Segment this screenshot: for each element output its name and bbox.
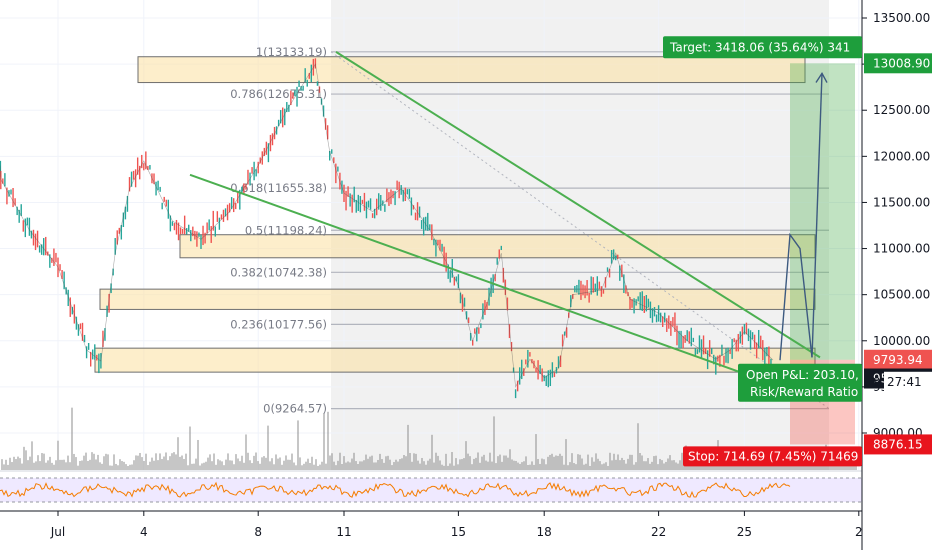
fib-level-label: 0(9264.57) xyxy=(263,402,327,416)
fib-level-label: 0.382(10742.38) xyxy=(230,265,327,279)
price-axis[interactable]: 13500.0013000.0012500.0012000.0011500.00… xyxy=(861,0,930,550)
price-tick-label: 11000.00 xyxy=(873,242,930,256)
countdown-label: 27:41 xyxy=(887,375,922,389)
support-resistance-zones[interactable] xyxy=(94,56,816,373)
rsi-line xyxy=(0,481,791,499)
projection-path[interactable] xyxy=(779,232,813,361)
price-badge-bg xyxy=(864,53,932,74)
price-badge-bg xyxy=(864,349,932,370)
target-label: Target: 3418.06 (35.64%) 341 xyxy=(669,40,850,54)
time-tick-label: 18 xyxy=(537,525,552,539)
time-tick-label: 8 xyxy=(254,525,262,539)
sr-zone[interactable] xyxy=(99,288,816,310)
stop-label-bg xyxy=(683,446,862,467)
price-tick-label: 13500.00 xyxy=(873,11,930,25)
fib-level-label: 1(13133.19) xyxy=(256,45,327,59)
sr-zone[interactable] xyxy=(179,234,816,259)
fib-level-label: 0.618(11655.38) xyxy=(230,181,327,195)
sr-zone[interactable] xyxy=(137,56,806,84)
time-tick-label: 25 xyxy=(737,525,752,539)
lower-trendline[interactable] xyxy=(189,173,746,375)
countdown-bg xyxy=(884,371,932,392)
fib-level-label: 0.786(12675.31) xyxy=(230,87,327,101)
target-label-bg xyxy=(663,36,862,59)
time-tick-label: 2 xyxy=(855,525,863,539)
pnl-label: Open P&L: 203.10, xyxy=(746,368,859,382)
stop-label: Stop: 714.69 (7.45%) 71469 xyxy=(688,449,858,463)
price-badge-bg xyxy=(864,434,932,455)
fib-level-label: 0.236(10177.56) xyxy=(230,317,327,331)
price-tick-label: 10500.00 xyxy=(873,288,930,302)
rsi-pane xyxy=(0,470,862,503)
time-tick-label: 11 xyxy=(336,525,351,539)
arrow-head xyxy=(815,71,828,83)
price-tick-label: 11500.00 xyxy=(873,195,930,209)
time-tick-label: Jul xyxy=(50,525,65,539)
price-series xyxy=(0,58,774,399)
time-tick-label: 15 xyxy=(451,525,466,539)
upper-trendline[interactable] xyxy=(335,50,821,359)
price-badge-label: 13008.90 xyxy=(873,56,930,70)
risk-reward-label: Risk/Reward Ratio xyxy=(750,385,858,399)
pnl-label-bg xyxy=(738,363,862,402)
sr-zone[interactable] xyxy=(94,347,816,373)
target-zone[interactable] xyxy=(790,63,855,360)
price-tick-label: 12500.00 xyxy=(873,103,930,117)
time-tick-label: 22 xyxy=(651,525,666,539)
time-axis[interactable]: Jul 4 8 11 15 18 22 25 2 xyxy=(0,510,863,539)
projection-arrow[interactable] xyxy=(811,73,823,358)
fib-level-label: 0.5(11198.24) xyxy=(245,223,327,237)
price-badge: 9793.94 xyxy=(864,349,932,370)
price-tick-label: 10000.00 xyxy=(873,334,930,348)
price-badge-label: 9793.94 xyxy=(873,353,923,367)
price-line xyxy=(0,63,774,388)
time-tick-label: 4 xyxy=(140,525,148,539)
price-badge: 13008.90 xyxy=(864,53,932,74)
fib-trend-line xyxy=(330,51,830,410)
partial-tick-label: 9 xyxy=(873,375,881,389)
price-tick-label: 12000.00 xyxy=(873,149,930,163)
trendlines[interactable] xyxy=(189,50,828,375)
price-badge-label: 8876.15 xyxy=(873,437,923,451)
position-labels: 13008.909793.949590.848876.15927:41Targe… xyxy=(663,36,932,467)
price-badge: 8876.15 xyxy=(864,434,932,455)
